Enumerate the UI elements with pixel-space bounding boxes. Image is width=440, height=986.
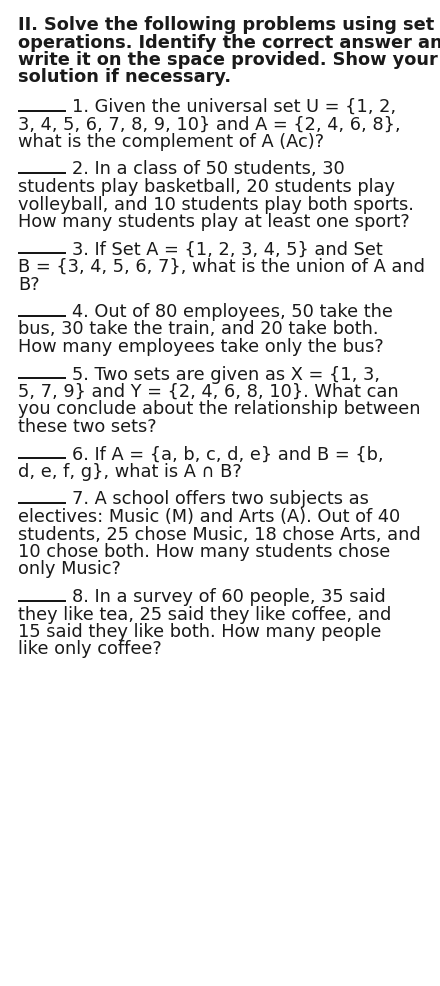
- Text: operations. Identify the correct answer and: operations. Identify the correct answer …: [18, 34, 440, 51]
- Text: How many students play at least one sport?: How many students play at least one spor…: [18, 213, 410, 231]
- Text: 3, 4, 5, 6, 7, 8, 9, 10} and A = {2, 4, 6, 8},: 3, 4, 5, 6, 7, 8, 9, 10} and A = {2, 4, …: [18, 115, 401, 133]
- Text: students, 25 chose Music, 18 chose Arts, and: students, 25 chose Music, 18 chose Arts,…: [18, 526, 421, 543]
- Text: 6. If A = {a, b, c, d, e} and B = {b,: 6. If A = {a, b, c, d, e} and B = {b,: [72, 446, 384, 463]
- Text: 8. In a survey of 60 people, 35 said: 8. In a survey of 60 people, 35 said: [72, 588, 386, 606]
- Text: 3. If Set A = {1, 2, 3, 4, 5} and Set: 3. If Set A = {1, 2, 3, 4, 5} and Set: [72, 241, 383, 258]
- Text: How many employees take only the bus?: How many employees take only the bus?: [18, 338, 384, 356]
- Text: 5, 7, 9} and Y = {2, 4, 6, 8, 10}. What can: 5, 7, 9} and Y = {2, 4, 6, 8, 10}. What …: [18, 383, 399, 401]
- Text: students play basketball, 20 students play: students play basketball, 20 students pl…: [18, 178, 395, 196]
- Text: only Music?: only Music?: [18, 560, 121, 579]
- Text: B?: B?: [18, 275, 40, 294]
- Text: bus, 30 take the train, and 20 take both.: bus, 30 take the train, and 20 take both…: [18, 320, 378, 338]
- Text: 4. Out of 80 employees, 50 take the: 4. Out of 80 employees, 50 take the: [72, 303, 393, 321]
- Text: solution if necessary.: solution if necessary.: [18, 68, 231, 87]
- Text: what is the complement of A (Ac)?: what is the complement of A (Ac)?: [18, 133, 324, 151]
- Text: like only coffee?: like only coffee?: [18, 641, 162, 659]
- Text: B = {3, 4, 5, 6, 7}, what is the union of A and: B = {3, 4, 5, 6, 7}, what is the union o…: [18, 258, 425, 276]
- Text: d, e, f, g}, what is A ∩ B?: d, e, f, g}, what is A ∩ B?: [18, 463, 242, 481]
- Text: 5. Two sets are given as X = {1, 3,: 5. Two sets are given as X = {1, 3,: [72, 366, 380, 384]
- Text: electives: Music (M) and Arts (A). Out of 40: electives: Music (M) and Arts (A). Out o…: [18, 508, 400, 526]
- Text: they like tea, 25 said they like coffee, and: they like tea, 25 said they like coffee,…: [18, 605, 391, 623]
- Text: these two sets?: these two sets?: [18, 418, 157, 436]
- Text: 10 chose both. How many students chose: 10 chose both. How many students chose: [18, 543, 390, 561]
- Text: 15 said they like both. How many people: 15 said they like both. How many people: [18, 623, 381, 641]
- Text: volleyball, and 10 students play both sports.: volleyball, and 10 students play both sp…: [18, 195, 414, 214]
- Text: II. Solve the following problems using set: II. Solve the following problems using s…: [18, 16, 434, 34]
- Text: 7. A school offers two subjects as: 7. A school offers two subjects as: [72, 490, 369, 509]
- Text: 1. Given the universal set U = {1, 2,: 1. Given the universal set U = {1, 2,: [72, 98, 396, 116]
- Text: write it on the space provided. Show your: write it on the space provided. Show you…: [18, 51, 438, 69]
- Text: 2. In a class of 50 students, 30: 2. In a class of 50 students, 30: [72, 161, 345, 178]
- Text: you conclude about the relationship between: you conclude about the relationship betw…: [18, 400, 421, 418]
